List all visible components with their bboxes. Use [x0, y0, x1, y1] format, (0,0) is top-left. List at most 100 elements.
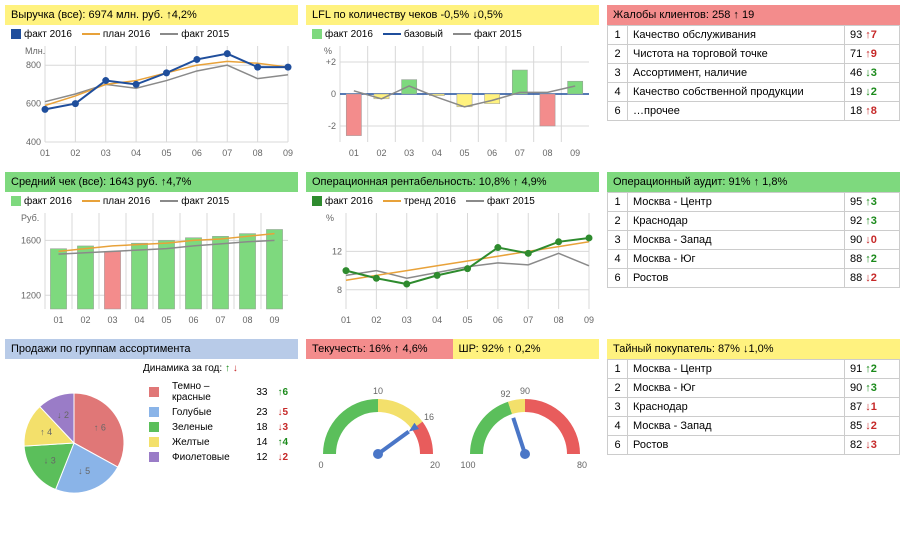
svg-text:04: 04 [432, 315, 442, 325]
avgcheck-header: Средний чек (все): 1643 руб. ↑4,7% [5, 172, 298, 192]
svg-text:06: 06 [493, 315, 503, 325]
table-row: 4Москва - Запад85 ↓2 [608, 417, 900, 436]
svg-text:05: 05 [161, 315, 171, 325]
pie-legend: Темно – красные33↑6Голубые23↓5Зеленые18↓… [143, 378, 294, 466]
svg-text:%: % [324, 46, 332, 56]
legend-item: базовый [404, 29, 443, 40]
svg-text:01: 01 [341, 315, 351, 325]
svg-text:-2: -2 [328, 121, 336, 131]
svg-text:12: 12 [332, 246, 342, 256]
legend-item: факт 2015 [474, 29, 522, 40]
svg-text:20: 20 [430, 460, 440, 470]
table-row: 6Ростов82 ↓3 [608, 436, 900, 455]
svg-text:10: 10 [373, 386, 383, 396]
svg-text:↓ 2: ↓ 2 [57, 410, 69, 420]
svg-text:07: 07 [222, 148, 232, 158]
legend-item: план 2016 [103, 196, 150, 207]
svg-text:%: % [326, 213, 334, 223]
legend-item: план 2016 [103, 29, 150, 40]
svg-text:02: 02 [371, 315, 381, 325]
mystery-panel: Тайный покупатель: 87% ↓1,0% 1Москва - Ц… [606, 338, 901, 518]
oprent-header: Операционная рентабельность: 10,8% ↑ 4,9… [306, 172, 599, 192]
turnover-gauge: 0 20 10 16 [306, 359, 451, 509]
pie-chart: ↑ 6↓ 5↓ 3↑ 4↓ 2 [9, 363, 139, 513]
oprent-legend: факт 2016 тренд 2016 факт 2015 [306, 192, 599, 207]
svg-text:03: 03 [101, 148, 111, 158]
svg-text:400: 400 [26, 137, 41, 147]
svg-text:07: 07 [515, 148, 525, 158]
table-row: 2Чистота на торговой точке71 ↑9 [608, 45, 900, 64]
turnover-header: Текучесть: 16% ↑ 4,6% [306, 339, 453, 359]
dashboard-grid: Выручка (все): 6974 млн. руб. ↑4,2% факт… [4, 4, 899, 518]
avgcheck-panel: Средний чек (все): 1643 руб. ↑4,7% факт … [4, 171, 299, 332]
svg-text:16: 16 [424, 412, 434, 422]
svg-text:01: 01 [53, 315, 63, 325]
svg-text:03: 03 [402, 315, 412, 325]
mystery-header: Тайный покупатель: 87% ↓1,0% [607, 339, 900, 359]
legend-item: факт 2016 [24, 196, 72, 207]
staffing-header: ШР: 92% ↑ 0,2% [453, 339, 600, 359]
legend-item: факт 2016 [24, 29, 72, 40]
svg-text:600: 600 [26, 99, 41, 109]
svg-text:09: 09 [283, 148, 293, 158]
svg-text:02: 02 [376, 148, 386, 158]
legend-item: факт 2016 [325, 29, 373, 40]
svg-text:92: 92 [500, 389, 510, 399]
svg-text:03: 03 [404, 148, 414, 158]
svg-text:100: 100 [460, 460, 475, 470]
svg-text:06: 06 [188, 315, 198, 325]
assortment-panel: Продажи по группам ассортимента ↑ 6↓ 5↓ … [4, 338, 299, 518]
revenue-legend: факт 2016 план 2016 факт 2015 [5, 25, 298, 40]
legend-item: факт 2015 [487, 196, 535, 207]
svg-text:+2: +2 [326, 57, 336, 67]
svg-text:08: 08 [542, 148, 552, 158]
svg-text:0: 0 [318, 460, 323, 470]
svg-text:02: 02 [80, 315, 90, 325]
svg-text:01: 01 [349, 148, 359, 158]
table-row: 2Краснодар92 ↑3 [608, 212, 900, 231]
svg-text:05: 05 [161, 148, 171, 158]
svg-text:02: 02 [70, 148, 80, 158]
table-row: 1Качество обслуживания93 ↑7 [608, 26, 900, 45]
svg-text:↓ 3: ↓ 3 [44, 456, 56, 466]
mystery-table: 1Москва - Центр91 ↑22Москва - Юг90 ↑33Кр… [607, 359, 900, 455]
svg-text:04: 04 [134, 315, 144, 325]
lfl-legend: факт 2016 базовый факт 2015 [306, 25, 599, 40]
svg-text:05: 05 [462, 315, 472, 325]
table-row: 3Москва - Запад90 ↓0 [608, 231, 900, 250]
table-row: 3Краснодар87 ↓1 [608, 398, 900, 417]
legend-item: факт 2016 [325, 196, 373, 207]
svg-text:90: 90 [519, 386, 529, 396]
avgcheck-legend: факт 2016 план 2016 факт 2015 [5, 192, 298, 207]
revenue-chart: 400600800010203040506070809Млн. [11, 40, 294, 160]
svg-text:05: 05 [459, 148, 469, 158]
svg-text:07: 07 [523, 315, 533, 325]
table-row: 1Москва - Центр95 ↑3 [608, 193, 900, 212]
svg-text:07: 07 [215, 315, 225, 325]
svg-text:06: 06 [192, 148, 202, 158]
legend-item: тренд 2016 [404, 196, 456, 207]
svg-text:04: 04 [432, 148, 442, 158]
table-row: 4Качество собственной продукции19 ↓2 [608, 83, 900, 102]
svg-text:04: 04 [131, 148, 141, 158]
svg-text:↑ 4: ↑ 4 [40, 427, 52, 437]
svg-text:08: 08 [253, 148, 263, 158]
svg-text:06: 06 [487, 148, 497, 158]
table-row: 6Ростов88 ↓2 [608, 269, 900, 288]
lfl-chart: -20+2010203040506070809% [312, 40, 595, 160]
table-row: 3Ассортимент, наличие46 ↓3 [608, 64, 900, 83]
svg-text:1600: 1600 [21, 235, 41, 245]
table-row: 4Москва - Юг88 ↑2 [608, 250, 900, 269]
svg-text:09: 09 [570, 148, 580, 158]
oprent-panel: Операционная рентабельность: 10,8% ↑ 4,9… [305, 171, 600, 332]
svg-text:09: 09 [584, 315, 594, 325]
avgcheck-chart: 12001600010203040506070809Руб. [11, 207, 294, 327]
svg-text:Руб.: Руб. [21, 213, 39, 223]
svg-text:8: 8 [337, 285, 342, 295]
lfl-header: LFL по количеству чеков -0,5% ↓0,5% [306, 5, 599, 25]
svg-text:800: 800 [26, 60, 41, 70]
svg-text:1200: 1200 [21, 290, 41, 300]
revenue-panel: Выручка (все): 6974 млн. руб. ↑4,2% факт… [4, 4, 299, 165]
complaints-header: Жалобы клиентов: 258 ↑ 19 [607, 5, 900, 25]
table-row: 2Москва - Юг90 ↑3 [608, 379, 900, 398]
